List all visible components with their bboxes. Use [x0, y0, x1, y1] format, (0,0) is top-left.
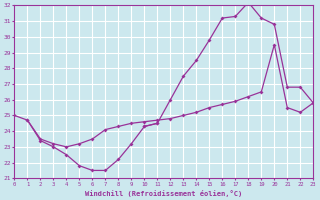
X-axis label: Windchill (Refroidissement éolien,°C): Windchill (Refroidissement éolien,°C)	[85, 190, 243, 197]
